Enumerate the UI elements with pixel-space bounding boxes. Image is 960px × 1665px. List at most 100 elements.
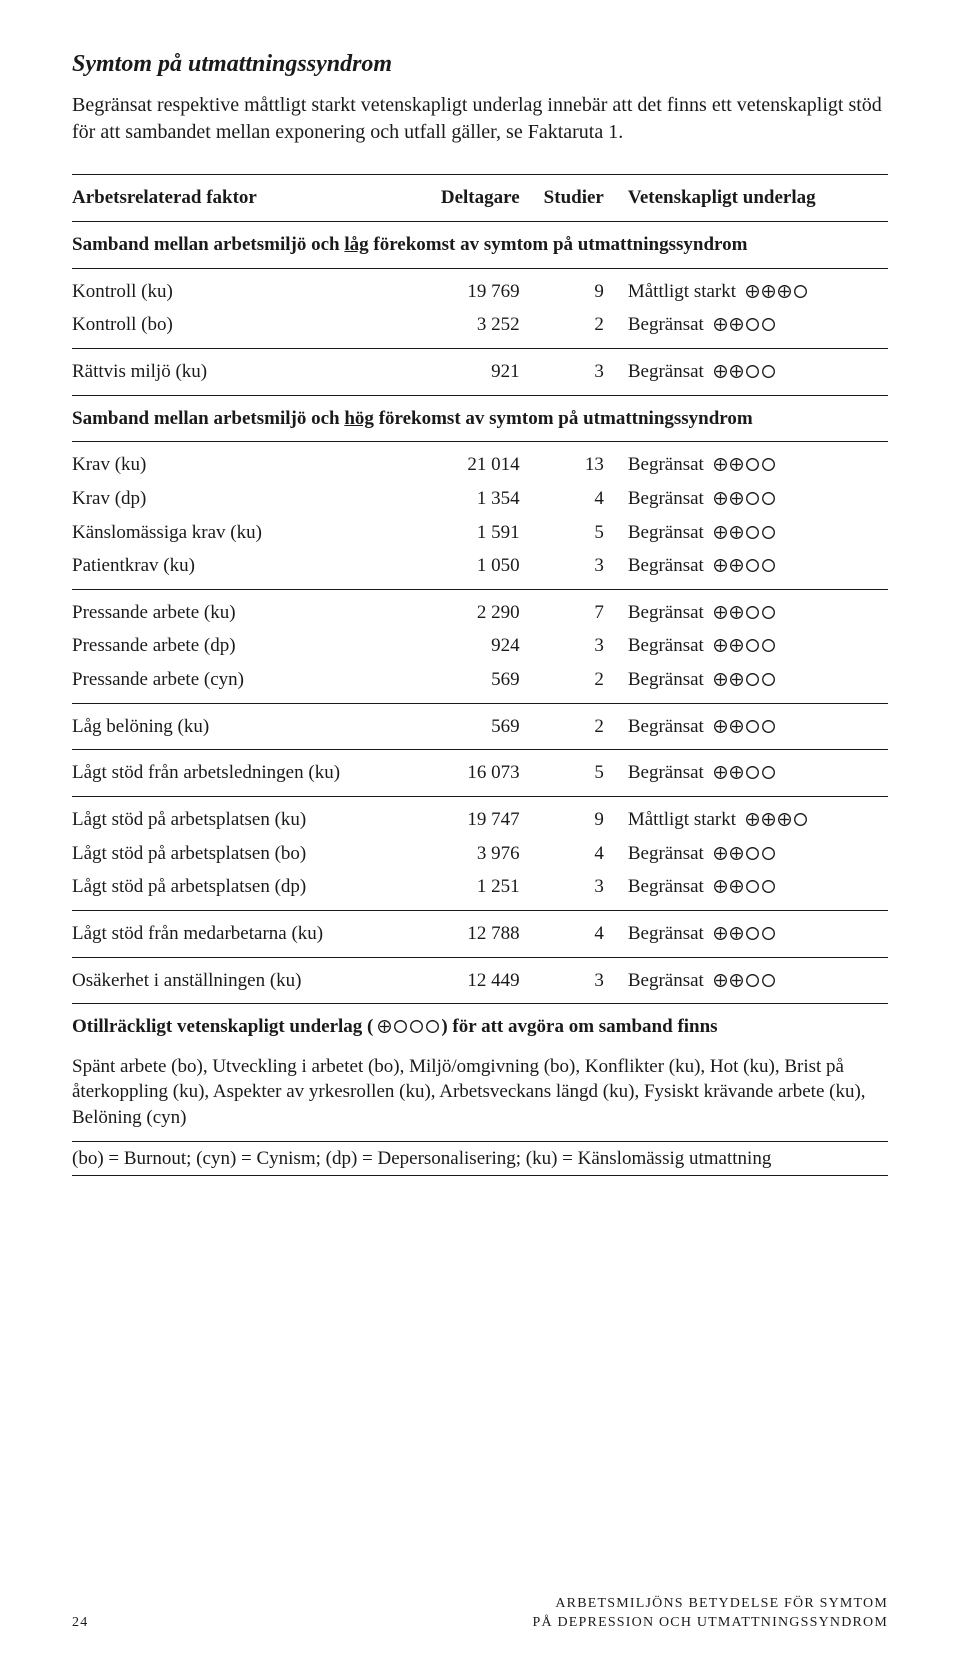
- cell-factor: Patientkrav (ku): [72, 549, 430, 589]
- page-footer: 24 ARBETSMILJÖNS BETYDELSE FÖR SYMTOM PÅ…: [72, 1595, 888, 1633]
- cell-deltagare: 12 788: [430, 910, 544, 957]
- col-header-deltagare: Deltagare: [430, 175, 544, 222]
- evidence-icon: [713, 553, 777, 579]
- cell-studier: 3: [544, 629, 628, 663]
- evidence-icon: [713, 359, 777, 385]
- col-header-studier: Studier: [544, 175, 628, 222]
- col-header-factor: Arbetsrelaterad faktor: [72, 175, 430, 222]
- cell-studier: 9: [544, 268, 628, 308]
- legend: (bo) = Burnout; (cyn) = Cynism; (dp) = D…: [72, 1148, 771, 1169]
- table-header-row: Arbetsrelaterad faktor Deltagare Studier…: [72, 175, 888, 222]
- table-row: Rättvis miljö (ku)9213Begränsat: [72, 348, 888, 395]
- cell-deltagare: 21 014: [430, 442, 544, 482]
- cell-studier: 4: [544, 837, 628, 871]
- cell-underlag: Begränsat: [628, 549, 888, 589]
- cell-deltagare: 569: [430, 663, 544, 703]
- subheader-low-b: förekomst av symtom på utmattningssyndro…: [369, 234, 748, 255]
- subheader-low-u: låg: [344, 234, 368, 255]
- cell-factor: Lågt stöd på arbetsplatsen (dp): [72, 870, 430, 910]
- insufficient-a: Otillräckligt vetenskapligt underlag (: [72, 1016, 373, 1037]
- cell-deltagare: 3 252: [430, 308, 544, 348]
- cell-factor: Pressande arbete (ku): [72, 589, 430, 629]
- cell-underlag: Måttligt starkt: [628, 268, 888, 308]
- cell-underlag: Begränsat: [628, 870, 888, 910]
- cell-deltagare: 1 251: [430, 870, 544, 910]
- cell-studier: 2: [544, 703, 628, 750]
- cell-underlag: Begränsat: [628, 910, 888, 957]
- cell-deltagare: 924: [430, 629, 544, 663]
- cell-studier: 3: [544, 549, 628, 589]
- cell-deltagare: 1 050: [430, 549, 544, 589]
- cell-factor: Lågt stöd på arbetsplatsen (bo): [72, 837, 430, 871]
- page-number: 24: [72, 1614, 88, 1633]
- table-row: Patientkrav (ku)1 0503Begränsat: [72, 549, 888, 589]
- cell-underlag: Begränsat: [628, 703, 888, 750]
- cell-underlag: Begränsat: [628, 629, 888, 663]
- evidence-icon: [713, 486, 777, 512]
- tbody-low: Kontroll (ku)19 7699Måttligt starkt Kont…: [72, 268, 888, 395]
- cell-underlag: Måttligt starkt: [628, 797, 888, 837]
- footer-line2: PÅ DEPRESSION OCH UTMATTNINGSSYNDROM: [532, 1614, 888, 1633]
- cell-underlag: Begränsat: [628, 442, 888, 482]
- col-header-underlag: Vetenskapligt underlag: [628, 175, 888, 222]
- table-row: Pressande arbete (dp)9243Begränsat: [72, 629, 888, 663]
- table-row: Krav (dp)1 3544Begränsat: [72, 482, 888, 516]
- evidence-icon: [745, 279, 809, 305]
- legend-row: (bo) = Burnout; (cyn) = Cynism; (dp) = D…: [72, 1141, 888, 1176]
- evidence-table: Arbetsrelaterad faktor Deltagare Studier…: [72, 174, 888, 1176]
- cell-deltagare: 16 073: [430, 750, 544, 797]
- intro-paragraph: Begränsat respektive måttligt starkt vet…: [72, 92, 888, 146]
- table-row: Pressande arbete (cyn)5692Begränsat: [72, 663, 888, 703]
- table-row: Lågt stöd på arbetsplatsen (ku)19 7479Må…: [72, 797, 888, 837]
- cell-factor: Kontroll (bo): [72, 308, 430, 348]
- evidence-icon: [713, 874, 777, 900]
- evidence-icon: [713, 714, 777, 740]
- insufficient-b: ) för att avgöra om samband finns: [441, 1016, 717, 1037]
- cell-deltagare: 1 591: [430, 516, 544, 550]
- evidence-icon: [713, 667, 777, 693]
- cell-studier: 7: [544, 589, 628, 629]
- cell-studier: 13: [544, 442, 628, 482]
- footer-title: ARBETSMILJÖNS BETYDELSE FÖR SYMTOM PÅ DE…: [532, 1595, 888, 1633]
- evidence-icon: [713, 633, 777, 659]
- cell-underlag: Begränsat: [628, 837, 888, 871]
- evidence-icon: [713, 921, 777, 947]
- subheader-low: Samband mellan arbetsmiljö och låg förek…: [72, 222, 888, 269]
- insufficient-symbol: [377, 1014, 441, 1040]
- evidence-icon: [713, 760, 777, 786]
- cell-studier: 2: [544, 308, 628, 348]
- cell-factor: Pressande arbete (cyn): [72, 663, 430, 703]
- cell-studier: 9: [544, 797, 628, 837]
- table-row: Låg belöning (ku)5692Begränsat: [72, 703, 888, 750]
- cell-studier: 5: [544, 750, 628, 797]
- evidence-icon: [713, 841, 777, 867]
- cell-factor: Lågt stöd från arbetsledningen (ku): [72, 750, 430, 797]
- cell-factor: Kontroll (ku): [72, 268, 430, 308]
- cell-deltagare: 2 290: [430, 589, 544, 629]
- table-row: Kontroll (ku)19 7699Måttligt starkt: [72, 268, 888, 308]
- cell-deltagare: 569: [430, 703, 544, 750]
- cell-factor: Lågt stöd från medarbetarna (ku): [72, 910, 430, 957]
- subheader-high-a: Samband mellan arbetsmiljö och: [72, 408, 344, 429]
- cell-underlag: Begränsat: [628, 957, 888, 1004]
- cell-deltagare: 19 747: [430, 797, 544, 837]
- footer-line1: ARBETSMILJÖNS BETYDELSE FÖR SYMTOM: [532, 1595, 888, 1614]
- cell-studier: 4: [544, 910, 628, 957]
- evidence-icon: [745, 807, 809, 833]
- table-row: Osäkerhet i anställningen (ku)12 4493Beg…: [72, 957, 888, 1004]
- cell-studier: 4: [544, 482, 628, 516]
- cell-factor: Krav (dp): [72, 482, 430, 516]
- table-row: Kontroll (bo)3 2522Begränsat: [72, 308, 888, 348]
- cell-factor: Krav (ku): [72, 442, 430, 482]
- cell-underlag: Begränsat: [628, 589, 888, 629]
- insufficient-header: Otillräckligt vetenskapligt underlag ( ) …: [72, 1004, 888, 1050]
- cell-factor: Rättvis miljö (ku): [72, 348, 430, 395]
- cell-deltagare: 19 769: [430, 268, 544, 308]
- section-title: Symtom på utmattningssyndrom: [72, 48, 888, 80]
- table-row: Krav (ku)21 01413Begränsat: [72, 442, 888, 482]
- evidence-icon: [713, 968, 777, 994]
- cell-underlag: Begränsat: [628, 308, 888, 348]
- table-row: Pressande arbete (ku)2 2907Begränsat: [72, 589, 888, 629]
- cell-studier: 3: [544, 957, 628, 1004]
- table-row: Lågt stöd på arbetsplatsen (bo)3 9764Beg…: [72, 837, 888, 871]
